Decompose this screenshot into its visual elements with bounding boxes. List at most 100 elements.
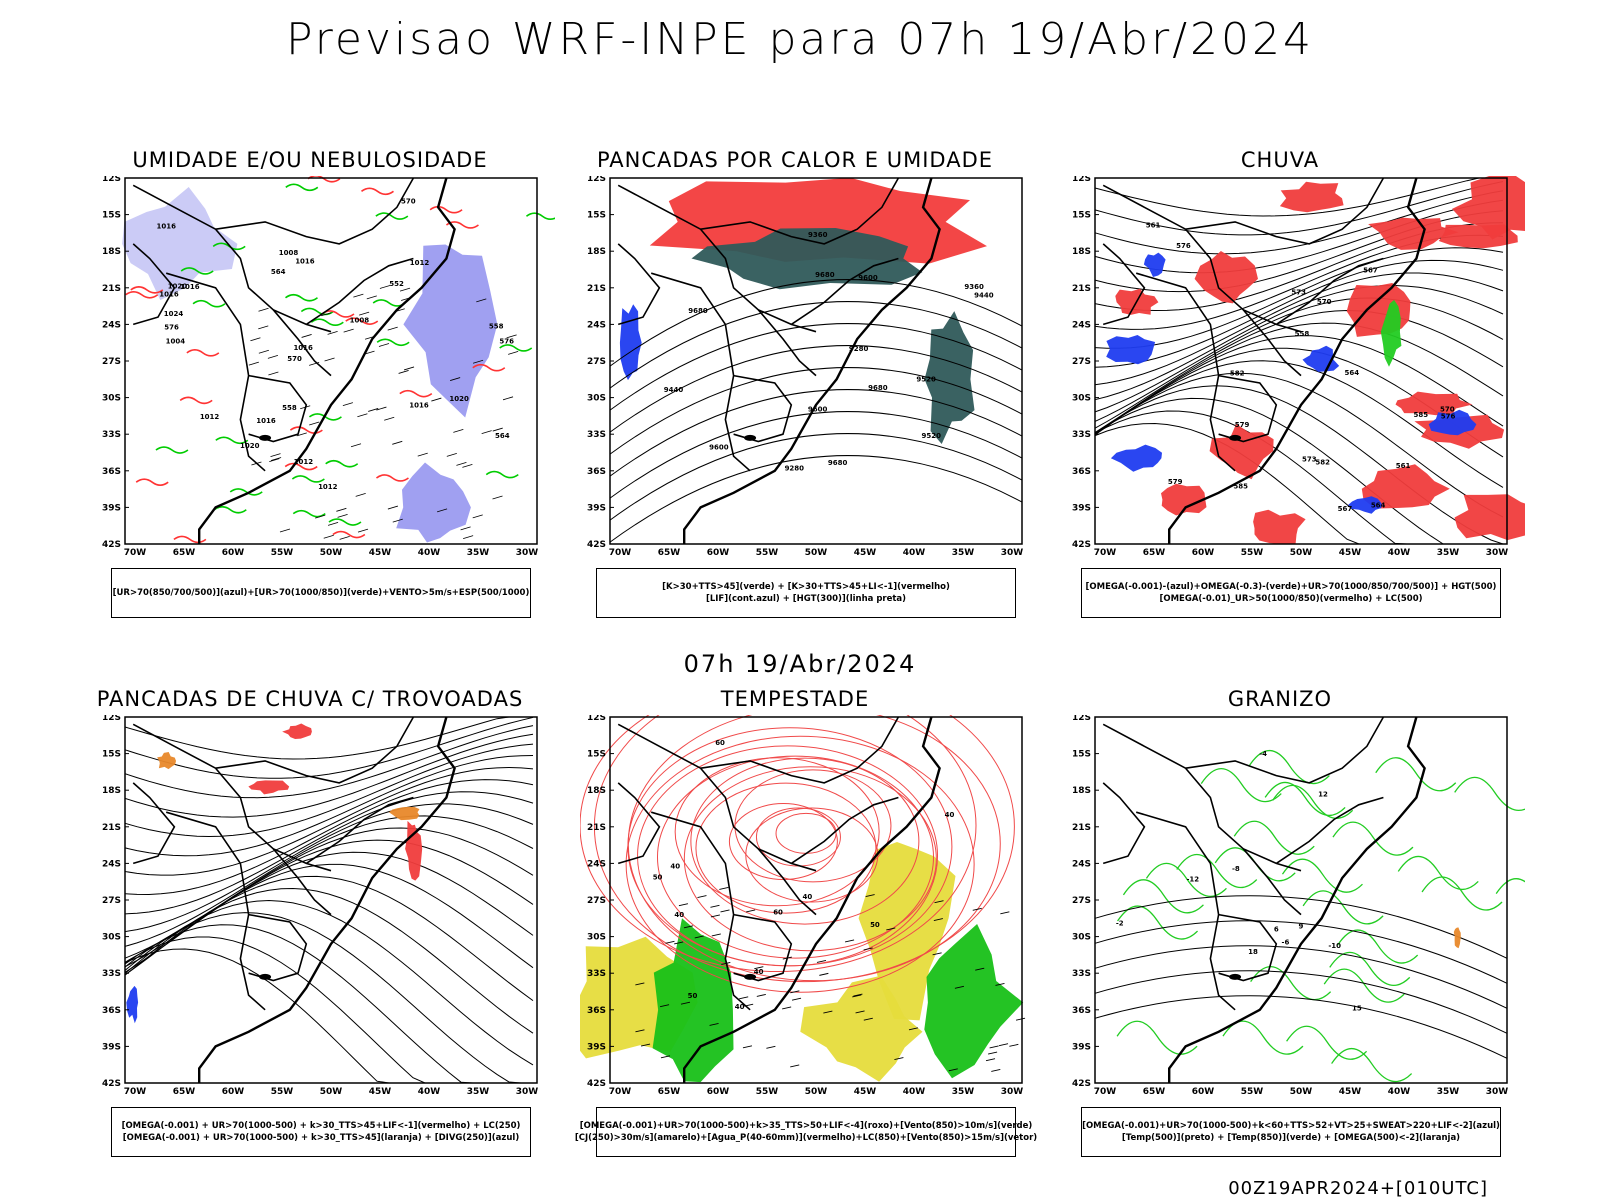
country-border — [617, 243, 661, 326]
lat-tick-label: 30S — [587, 933, 606, 943]
plot-area: 1012101610161016102010241020101610201016… — [102, 176, 555, 558]
contour-label: 9680 — [868, 384, 888, 392]
lon-tick-label: 35W — [1437, 1087, 1460, 1097]
lon-tick-label: 65W — [658, 1087, 681, 1097]
streamline — [124, 716, 533, 760]
lat-tick-label: 39S — [1072, 503, 1091, 513]
storm-fill — [282, 723, 312, 739]
lon-tick-label: 50W — [1290, 548, 1313, 558]
country-border — [650, 272, 751, 472]
contour-label: -6 — [1282, 938, 1290, 946]
legend-line: [CJ(250)>30m/s](amarelo)+[Agua_P(40-60mm… — [574, 1133, 1038, 1143]
contour-label: 9360 — [964, 283, 984, 291]
lat-tick-label: 27S — [1072, 896, 1091, 906]
lat-tick-label: 33S — [1072, 430, 1091, 440]
thickness-contour — [229, 488, 263, 496]
contour-label: 582 — [1315, 458, 1330, 466]
contour-label: 9520 — [921, 432, 941, 440]
contour-label: 573 — [1291, 288, 1306, 296]
lat-tick-label: 24S — [587, 859, 606, 869]
contour-label: 576 — [1441, 412, 1456, 420]
humidity-contour — [289, 426, 323, 434]
wind-vector — [250, 337, 261, 342]
wind-vector — [387, 326, 398, 331]
height-contour — [1094, 272, 1504, 386]
wind-vector — [790, 1064, 800, 1068]
country-border — [272, 309, 332, 377]
lat-tick-label: 27S — [587, 896, 606, 906]
wind-vector — [694, 935, 704, 939]
contour-label: 18 — [1248, 948, 1258, 956]
wind-vector — [908, 1027, 919, 1031]
height-contour — [1094, 322, 1504, 429]
precipitable-water-contour — [593, 715, 1015, 983]
country-border — [1218, 374, 1278, 443]
contour-label: -8 — [1232, 865, 1240, 873]
lat-tick-label: 21S — [102, 823, 121, 833]
wind-vector — [431, 397, 442, 402]
contour-label: 1024 — [164, 310, 184, 318]
lon-tick-label: 35W — [1437, 548, 1460, 558]
thickness-contour — [332, 530, 366, 539]
temperature-850-contour — [1286, 1025, 1368, 1060]
contour-label: 576 — [1176, 242, 1191, 250]
panel-legend: [OMEGA(-0.001)+UR>70(1000-500)+k<60+TTS>… — [1081, 1107, 1501, 1157]
height-contour — [1094, 360, 1504, 488]
contour-label: 561 — [1146, 221, 1161, 229]
wind-vector — [324, 357, 335, 362]
lon-tick-label: 50W — [320, 1087, 343, 1097]
temperature-850-contour — [1397, 855, 1479, 891]
lat-tick-label: 21S — [587, 823, 606, 833]
storm-fill — [248, 780, 290, 795]
lat-tick-label: 39S — [102, 1042, 121, 1052]
country-border — [1275, 796, 1384, 865]
lat-tick-label: 12S — [102, 176, 121, 184]
streamline — [124, 912, 533, 1084]
humidity-contour — [215, 436, 249, 445]
lon-tick-label: 65W — [658, 548, 681, 558]
lat-tick-label: 42S — [587, 540, 606, 550]
lat-tick-label: 36S — [102, 1006, 121, 1016]
country-border — [617, 782, 661, 865]
forecast-map: 1012101610161016102010241020101610201016… — [102, 176, 555, 558]
lon-tick-label: 50W — [1290, 1087, 1313, 1097]
wind-vector — [710, 914, 721, 918]
panel-legend: [OMEGA(-0.001)+UR>70(1000-500)+k>35_TTS>… — [575, 1107, 1037, 1157]
country-border — [132, 723, 332, 872]
humidity-contour — [429, 205, 463, 214]
country-border — [733, 374, 793, 443]
lat-tick-label: 27S — [587, 357, 606, 367]
lon-tick-label: 65W — [173, 548, 196, 558]
contour-label: 9440 — [664, 386, 684, 394]
wind-vector — [711, 933, 721, 937]
temperature-850-contour — [1272, 784, 1354, 819]
lat-tick-label: 12S — [1072, 715, 1091, 723]
wind-vector — [357, 413, 368, 418]
lon-tick-label: 70W — [1094, 548, 1117, 558]
country-border — [272, 848, 332, 916]
precipitable-water-contour — [690, 757, 920, 925]
panel-trovoadas: PANCADAS DE CHUVA C/ TROVOADAS 12S 15S 18S… — [95, 687, 555, 1187]
temperature-850-contour — [1281, 858, 1363, 893]
lon-tick-label: 40W — [1388, 1087, 1411, 1097]
streamline — [124, 875, 534, 1002]
panel-granizo: GRANIZO -10 -12 -8 -6 -4 -2 15 18 12 9 6 12S 15S 18S 2… — [1065, 687, 1525, 1187]
wind-vector — [379, 285, 391, 289]
temperature-850-contour — [1329, 951, 1411, 987]
wind-vector — [865, 894, 875, 897]
wind-vector — [417, 452, 428, 457]
lat-tick-label: 21S — [1072, 823, 1091, 833]
height-contour — [609, 301, 1023, 389]
wind-vector — [975, 967, 985, 971]
height-contour — [609, 367, 1023, 455]
contour-label: 558 — [1295, 330, 1310, 338]
lat-tick-label: 24S — [102, 320, 121, 330]
contour-label: 1012 — [318, 483, 338, 491]
wind-vector — [472, 514, 483, 519]
lat-tick-label: 33S — [102, 969, 121, 979]
country-border — [1135, 272, 1236, 472]
contour-label: 40 — [735, 1003, 745, 1011]
